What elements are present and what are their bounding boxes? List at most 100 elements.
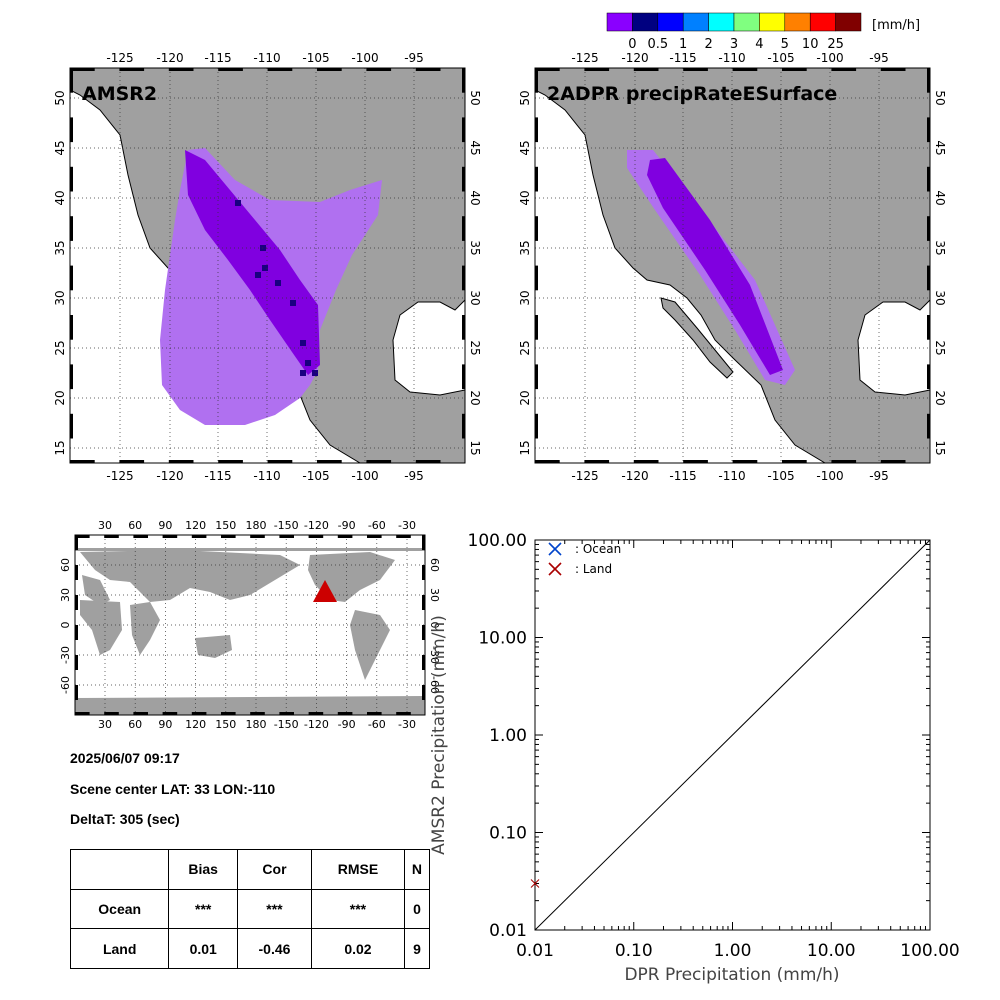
colorbar-label: 0 bbox=[628, 37, 636, 52]
x-tick-label: 0.01 bbox=[516, 941, 554, 961]
map-lat-label-right: 50 bbox=[468, 90, 482, 105]
map-lon-label-bottom: -100 bbox=[816, 469, 843, 480]
stats-cell: *** bbox=[237, 888, 312, 930]
stats-table: Bias Cor RMSE N Ocean *** *** *** 0 Land… bbox=[69, 849, 431, 969]
stats-row-label: Land bbox=[69, 928, 170, 969]
stats-cell: -0.46 bbox=[237, 928, 312, 969]
stats-header-rmse: RMSE bbox=[310, 849, 405, 890]
stats-cell: 0.02 bbox=[310, 928, 405, 969]
map-lon-label-bottom: -110 bbox=[718, 469, 745, 480]
map-lon-label-top: -110 bbox=[253, 51, 280, 65]
map-lat-label-right: 20 bbox=[933, 390, 947, 405]
map-lat-label-left: 30 bbox=[53, 290, 67, 305]
map-lat-label-left: 20 bbox=[53, 390, 67, 405]
globe-lon-label-bottom: 30 bbox=[98, 718, 112, 731]
map-lat-label-left: 15 bbox=[53, 440, 67, 455]
globe-lon-label-bottom: 60 bbox=[128, 718, 142, 731]
amsr2-map-title: AMSR2 bbox=[82, 83, 157, 105]
globe-lon-label-top: 60 bbox=[128, 519, 142, 532]
stats-cell: *** bbox=[168, 888, 239, 930]
amsr2-map: -125 -125 -120 -120 -115 -115 -110 -110 -105 -105… bbox=[53, 51, 482, 480]
x-tick-label: 1.00 bbox=[714, 941, 752, 961]
globe-lon-label-bottom: -90 bbox=[338, 718, 356, 731]
globe-lon-label-top: 30 bbox=[98, 519, 112, 532]
globe-lat-label-right: -30 bbox=[428, 646, 441, 664]
scene-center-marker bbox=[313, 580, 337, 602]
colorbar-swatch bbox=[657, 12, 684, 32]
legend-marker bbox=[548, 542, 562, 556]
colorbar: 0 0.5 1 2 3 4 5 10 25 [mm/h] bbox=[606, 12, 920, 52]
map-lat-label-left: 20 bbox=[518, 390, 532, 405]
map-lat-label-left: 35 bbox=[53, 240, 67, 255]
colorbar-label: 1 bbox=[679, 37, 687, 52]
stats-corner bbox=[69, 849, 170, 890]
map-lon-label-bottom: -105 bbox=[767, 469, 794, 480]
map-lat-label-right: 45 bbox=[468, 140, 482, 155]
y-tick-label: 1.00 bbox=[489, 726, 527, 746]
map-lon-label-bottom: -95 bbox=[404, 469, 424, 480]
stats-row-ocean: Ocean *** *** *** 0 bbox=[69, 888, 431, 930]
globe-lon-label-top: -60 bbox=[368, 519, 386, 532]
rain-pixel-heavy bbox=[235, 200, 241, 206]
colorbar-swatch bbox=[682, 12, 709, 32]
globe-lat-label-left: 30 bbox=[59, 588, 72, 602]
map-lon-label-bottom: -110 bbox=[253, 469, 280, 480]
rain-pixel-heavy bbox=[275, 280, 281, 286]
x-axis-label: DPR Precipitation (mm/h) bbox=[624, 965, 839, 985]
map-lat-label-left: 45 bbox=[518, 140, 532, 155]
stats-header-bias: Bias bbox=[168, 849, 239, 890]
globe-lat-label-left: 0 bbox=[59, 622, 72, 629]
map-lat-label-right: 20 bbox=[468, 390, 482, 405]
map-lon-label-bottom: -100 bbox=[351, 469, 378, 480]
dpr-map: -125 -125 -120 -120 -115 -115 -110 -110 -105 -105… bbox=[518, 51, 947, 480]
map-lon-label-bottom: -115 bbox=[204, 469, 231, 480]
x-tick-label: 0.10 bbox=[615, 941, 653, 961]
map-lat-label-right: 40 bbox=[933, 190, 947, 205]
x-tick-label: 100.00 bbox=[900, 941, 959, 961]
map-lat-label-right: 15 bbox=[933, 440, 947, 455]
one-to-one-line bbox=[534, 539, 931, 931]
map-lat-label-left: 25 bbox=[518, 340, 532, 355]
map-lat-label-right: 30 bbox=[468, 290, 482, 305]
rain-pixel-heavy bbox=[312, 370, 318, 376]
globe-lat-label-right: 0 bbox=[428, 622, 441, 629]
map-lon-label-top: -125 bbox=[571, 51, 598, 65]
map-lat-label-right: 30 bbox=[933, 290, 947, 305]
globe-lon-label-bottom: 120 bbox=[185, 718, 206, 731]
map-lat-label-right: 25 bbox=[933, 340, 947, 355]
map-lat-label-left: 50 bbox=[518, 90, 532, 105]
map-lon-label-bottom: -95 bbox=[869, 469, 889, 480]
legend-label: : Land bbox=[575, 562, 612, 576]
map-lat-label-right: 50 bbox=[933, 90, 947, 105]
dpr-map-title: 2ADPR precipRateESurface bbox=[547, 83, 837, 105]
stats-header-cor: Cor bbox=[237, 849, 312, 890]
stats-cell: 0 bbox=[403, 888, 431, 930]
map-lon-label-bottom: -120 bbox=[621, 469, 648, 480]
map-lat-label-right: 15 bbox=[468, 440, 482, 455]
stats-cell: *** bbox=[310, 888, 405, 930]
map-lon-label-bottom: -125 bbox=[106, 469, 133, 480]
map-lon-label-top: -100 bbox=[351, 51, 378, 65]
colorbar-swatch bbox=[606, 12, 633, 32]
rain-pixel-heavy bbox=[300, 340, 306, 346]
map-lat-label-left: 40 bbox=[518, 190, 532, 205]
map-lon-label-bottom: -105 bbox=[302, 469, 329, 480]
globe-lon-label-top: 90 bbox=[158, 519, 172, 532]
rain-pixel-heavy bbox=[255, 272, 261, 278]
x-tick-label: 10.00 bbox=[807, 941, 856, 961]
globe-lon-label-top: -120 bbox=[304, 519, 329, 532]
baja-peninsula bbox=[660, 297, 734, 379]
map-lon-label-top: -120 bbox=[156, 51, 183, 65]
map-lat-label-right: 35 bbox=[933, 240, 947, 255]
data-point bbox=[530, 879, 540, 888]
globe-lon-label-top: 180 bbox=[246, 519, 267, 532]
map-lon-label-top: -100 bbox=[816, 51, 843, 65]
stats-cell: 0.01 bbox=[168, 928, 239, 969]
map-lat-label-right: 25 bbox=[468, 340, 482, 355]
globe-lon-label-bottom: -150 bbox=[274, 718, 299, 731]
globe-lat-label-left: -60 bbox=[59, 676, 72, 694]
map-lon-label-bottom: -115 bbox=[669, 469, 696, 480]
y-tick-label: 0.10 bbox=[489, 824, 527, 844]
legend-marker bbox=[548, 562, 562, 576]
globe-lat-label-right: 30 bbox=[428, 588, 441, 602]
